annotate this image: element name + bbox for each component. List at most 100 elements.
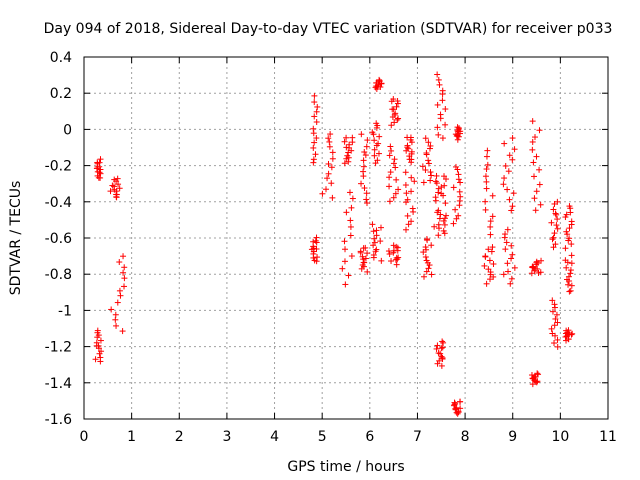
data-point [98,348,105,355]
data-point [423,268,430,275]
data-point [549,308,556,315]
data-point [482,206,489,213]
data-point [393,261,400,268]
data-point [111,176,118,183]
data-point [562,257,569,264]
data-point [534,265,541,272]
data-point [505,168,512,175]
data-point [509,203,516,210]
data-point [562,245,569,252]
data-point [341,138,348,145]
data-point [481,262,488,269]
data-point [565,273,572,280]
y-tick-label: -0.8 [45,267,72,283]
data-point [482,173,489,180]
data-point [385,248,392,255]
data-point [310,156,317,163]
data-point [551,230,558,237]
data-point [362,152,369,159]
data-point [450,184,457,191]
data-point [457,398,464,405]
data-point [386,152,393,159]
data-point [109,182,116,189]
data-point [554,216,561,223]
data-point [422,135,429,142]
data-point [425,265,432,272]
data-point [529,118,536,125]
data-point [116,259,123,266]
data-point [114,175,121,182]
data-point [441,173,448,180]
data-point [361,148,368,155]
data-point [312,237,319,244]
y-tick-label: 0.2 [50,86,72,102]
data-point [378,257,385,264]
data-point [489,244,496,251]
data-point [327,131,334,138]
data-point [435,232,442,239]
data-point [97,166,104,173]
data-point [438,190,445,197]
data-point [489,213,496,220]
data-point [502,162,509,169]
data-point [343,209,350,216]
data-point [487,223,494,230]
data-point [393,243,400,250]
data-point [567,270,574,277]
data-point [313,108,320,115]
data-point [435,221,442,228]
data-point [504,226,511,233]
data-point [550,234,557,241]
data-point [437,111,444,118]
data-point [423,257,430,264]
data-point [551,301,558,308]
data-point [408,188,415,195]
data-point [484,147,491,154]
data-point [428,242,435,249]
data-point [319,190,326,197]
data-point [455,212,462,219]
data-point [487,231,494,238]
data-point [428,172,435,179]
data-point [405,221,412,228]
data-point [121,264,128,271]
data-point [552,241,559,248]
data-point [402,182,409,189]
data-point [440,217,447,224]
data-point [436,357,443,364]
data-point [388,147,395,154]
x-tick-label: 11 [599,429,617,445]
x-tick-label: 2 [175,429,184,445]
data-point [409,205,416,212]
data-point [552,210,559,217]
data-point [386,183,393,190]
data-point [329,155,336,162]
data-point [434,71,441,78]
data-point [531,195,538,202]
data-point [483,280,490,287]
data-point [568,218,575,225]
data-point [452,405,459,412]
data-point [433,345,440,352]
data-point [325,170,332,177]
data-point [313,119,320,126]
data-point [438,362,445,369]
data-point [347,217,354,224]
data-point [531,173,538,180]
axis-ticks: 0 1 2 3 4 5 6 7 8 9 10 11 -1.6 -1.4 -1.2 -1 -0.8 -0.6 -0.4… [45,50,617,445]
data-point [533,188,540,195]
data-point [422,167,429,174]
y-tick-label: -0.2 [45,159,72,175]
data-point [455,171,462,178]
data-point [344,152,351,159]
y-tick-label: -1 [58,303,72,319]
data-point [375,140,382,147]
data-point [341,160,348,167]
data-point [482,198,489,205]
data-point [388,258,395,265]
data-point [360,163,367,170]
data-point [489,192,496,199]
data-point [554,319,561,326]
data-point [536,127,543,134]
data-point [442,200,449,207]
